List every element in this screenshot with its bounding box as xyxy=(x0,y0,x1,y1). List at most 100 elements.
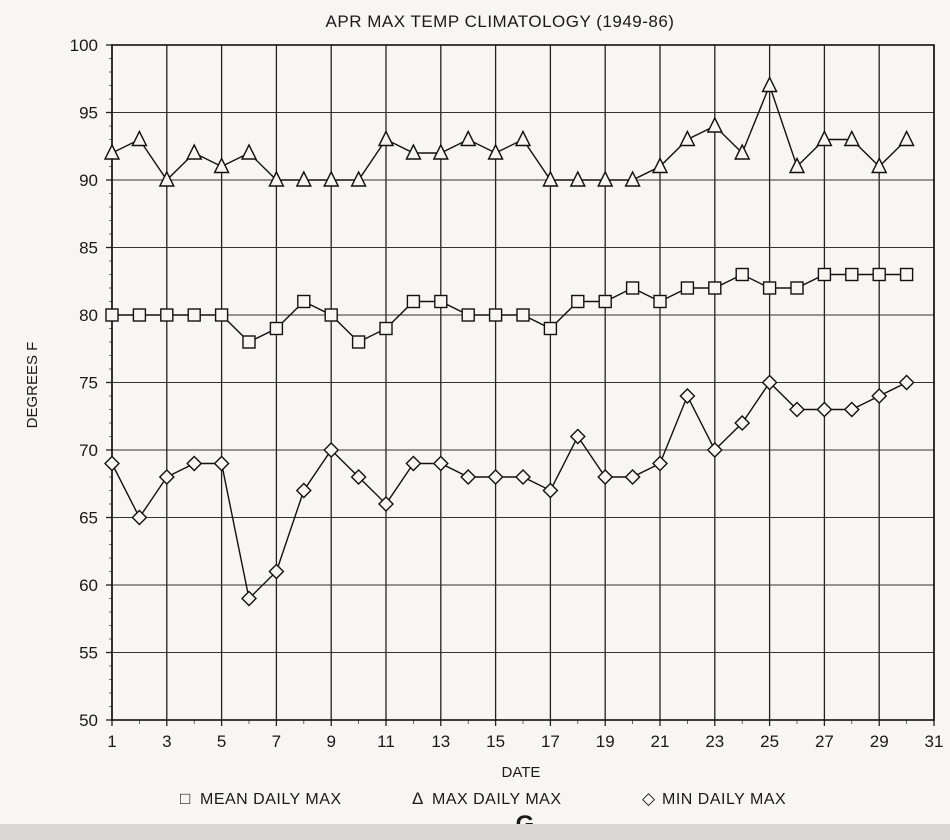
data-point xyxy=(158,170,175,187)
data-point xyxy=(405,455,422,472)
data-point xyxy=(186,143,203,160)
data-point xyxy=(131,509,148,526)
data-point xyxy=(241,590,257,607)
series-diamond xyxy=(104,374,915,607)
data-point xyxy=(817,267,832,282)
legend-label: MAX DAILY MAX xyxy=(432,791,562,808)
data-point xyxy=(542,482,559,499)
y-tick-label: 70 xyxy=(79,441,98,460)
data-point xyxy=(790,281,804,295)
data-point xyxy=(461,308,475,322)
data-point xyxy=(680,281,695,295)
data-point xyxy=(269,321,284,336)
data-point xyxy=(569,428,586,445)
legend-item: □ MEAN DAILY MAX xyxy=(180,789,342,808)
data-point xyxy=(652,455,668,472)
x-tick-label: 29 xyxy=(870,732,889,751)
data-point xyxy=(515,469,531,485)
x-axis-label: DATE xyxy=(502,764,541,781)
data-point xyxy=(268,170,285,187)
data-point xyxy=(543,321,558,336)
data-point xyxy=(789,401,805,418)
data-point xyxy=(378,496,394,512)
data-point xyxy=(268,563,285,580)
data-point xyxy=(625,281,640,295)
legend-symbol: Δ xyxy=(412,789,423,808)
legend-item: ◇ MIN DAILY MAX xyxy=(642,789,786,808)
data-point xyxy=(186,455,203,472)
x-tick-label: 9 xyxy=(326,732,335,751)
data-point xyxy=(788,156,806,174)
data-point xyxy=(816,129,833,147)
chart-text: APR MAX TEMP CLIMATOLOGY (1949-86) DATE … xyxy=(24,12,674,838)
data-point xyxy=(324,308,338,322)
data-point xyxy=(542,170,559,187)
legend: □ MEAN DAILY MAX Δ MAX DAILY MAX ◇ MIN DAILY … xyxy=(180,789,786,808)
series-triangle xyxy=(103,75,915,187)
data-point xyxy=(350,170,367,187)
data-point xyxy=(105,308,119,322)
data-point xyxy=(514,129,532,147)
data-point xyxy=(460,129,477,147)
x-tick-label: 15 xyxy=(486,732,505,751)
data-point xyxy=(734,143,751,160)
data-point xyxy=(679,129,696,147)
grid: 1 3 5 7 9 11 13 15 17 19 21 23 25 27 29 315055606570758… xyxy=(70,36,944,751)
y-tick-label: 100 xyxy=(70,36,98,55)
x-tick-label: 19 xyxy=(596,732,615,751)
data-point xyxy=(240,143,258,160)
x-tick-label: 11 xyxy=(377,732,395,751)
data-point xyxy=(351,335,366,349)
data-point xyxy=(434,294,448,309)
data-point xyxy=(242,335,256,349)
legend-symbol: ◇ xyxy=(642,789,656,808)
chart-title: APR MAX TEMP CLIMATOLOGY (1949-86) xyxy=(326,12,675,31)
data-point xyxy=(843,401,860,418)
data-point xyxy=(706,442,723,458)
data-point xyxy=(569,170,586,187)
data-point xyxy=(104,455,120,472)
y-tick-label: 55 xyxy=(79,644,98,663)
y-tick-label: 75 xyxy=(79,374,98,393)
data-point xyxy=(845,267,859,282)
x-tick-label: 27 xyxy=(815,732,834,751)
data-point xyxy=(131,129,148,147)
data-point xyxy=(597,170,614,187)
data-point xyxy=(432,143,449,160)
legend-label: MEAN DAILY MAX xyxy=(200,791,342,808)
y-tick-label: 85 xyxy=(79,239,98,258)
data-point xyxy=(488,308,503,322)
data-point xyxy=(297,294,311,309)
data-point xyxy=(706,116,723,133)
data-point xyxy=(761,374,778,391)
data-point xyxy=(653,294,667,309)
legend-symbol: □ xyxy=(180,789,190,808)
x-tick-label: 17 xyxy=(541,732,560,751)
y-tick-label: 80 xyxy=(79,306,98,325)
data-point xyxy=(708,281,722,295)
data-point xyxy=(898,129,915,147)
legend-item: Δ MAX DAILY MAX xyxy=(412,789,562,808)
data-point xyxy=(487,143,504,160)
data-point xyxy=(432,455,449,472)
data-point xyxy=(734,415,751,431)
x-tick-label: 21 xyxy=(651,732,670,751)
y-tick-label: 60 xyxy=(79,576,98,595)
data-point xyxy=(295,170,312,187)
data-point xyxy=(379,321,393,336)
data-point xyxy=(350,469,367,485)
plot-frame xyxy=(111,44,935,721)
x-tick-label: 5 xyxy=(217,732,226,751)
data-point xyxy=(187,308,201,322)
series-line xyxy=(112,273,907,343)
data-point xyxy=(213,156,230,174)
data-point xyxy=(103,143,121,160)
x-tick-label: 13 xyxy=(431,732,450,751)
y-tick-label: 90 xyxy=(79,171,98,190)
data-point xyxy=(460,469,477,485)
y-tick-label: 50 xyxy=(79,711,98,730)
data-point xyxy=(872,267,886,282)
data-point xyxy=(214,308,229,322)
series-group xyxy=(103,75,915,607)
